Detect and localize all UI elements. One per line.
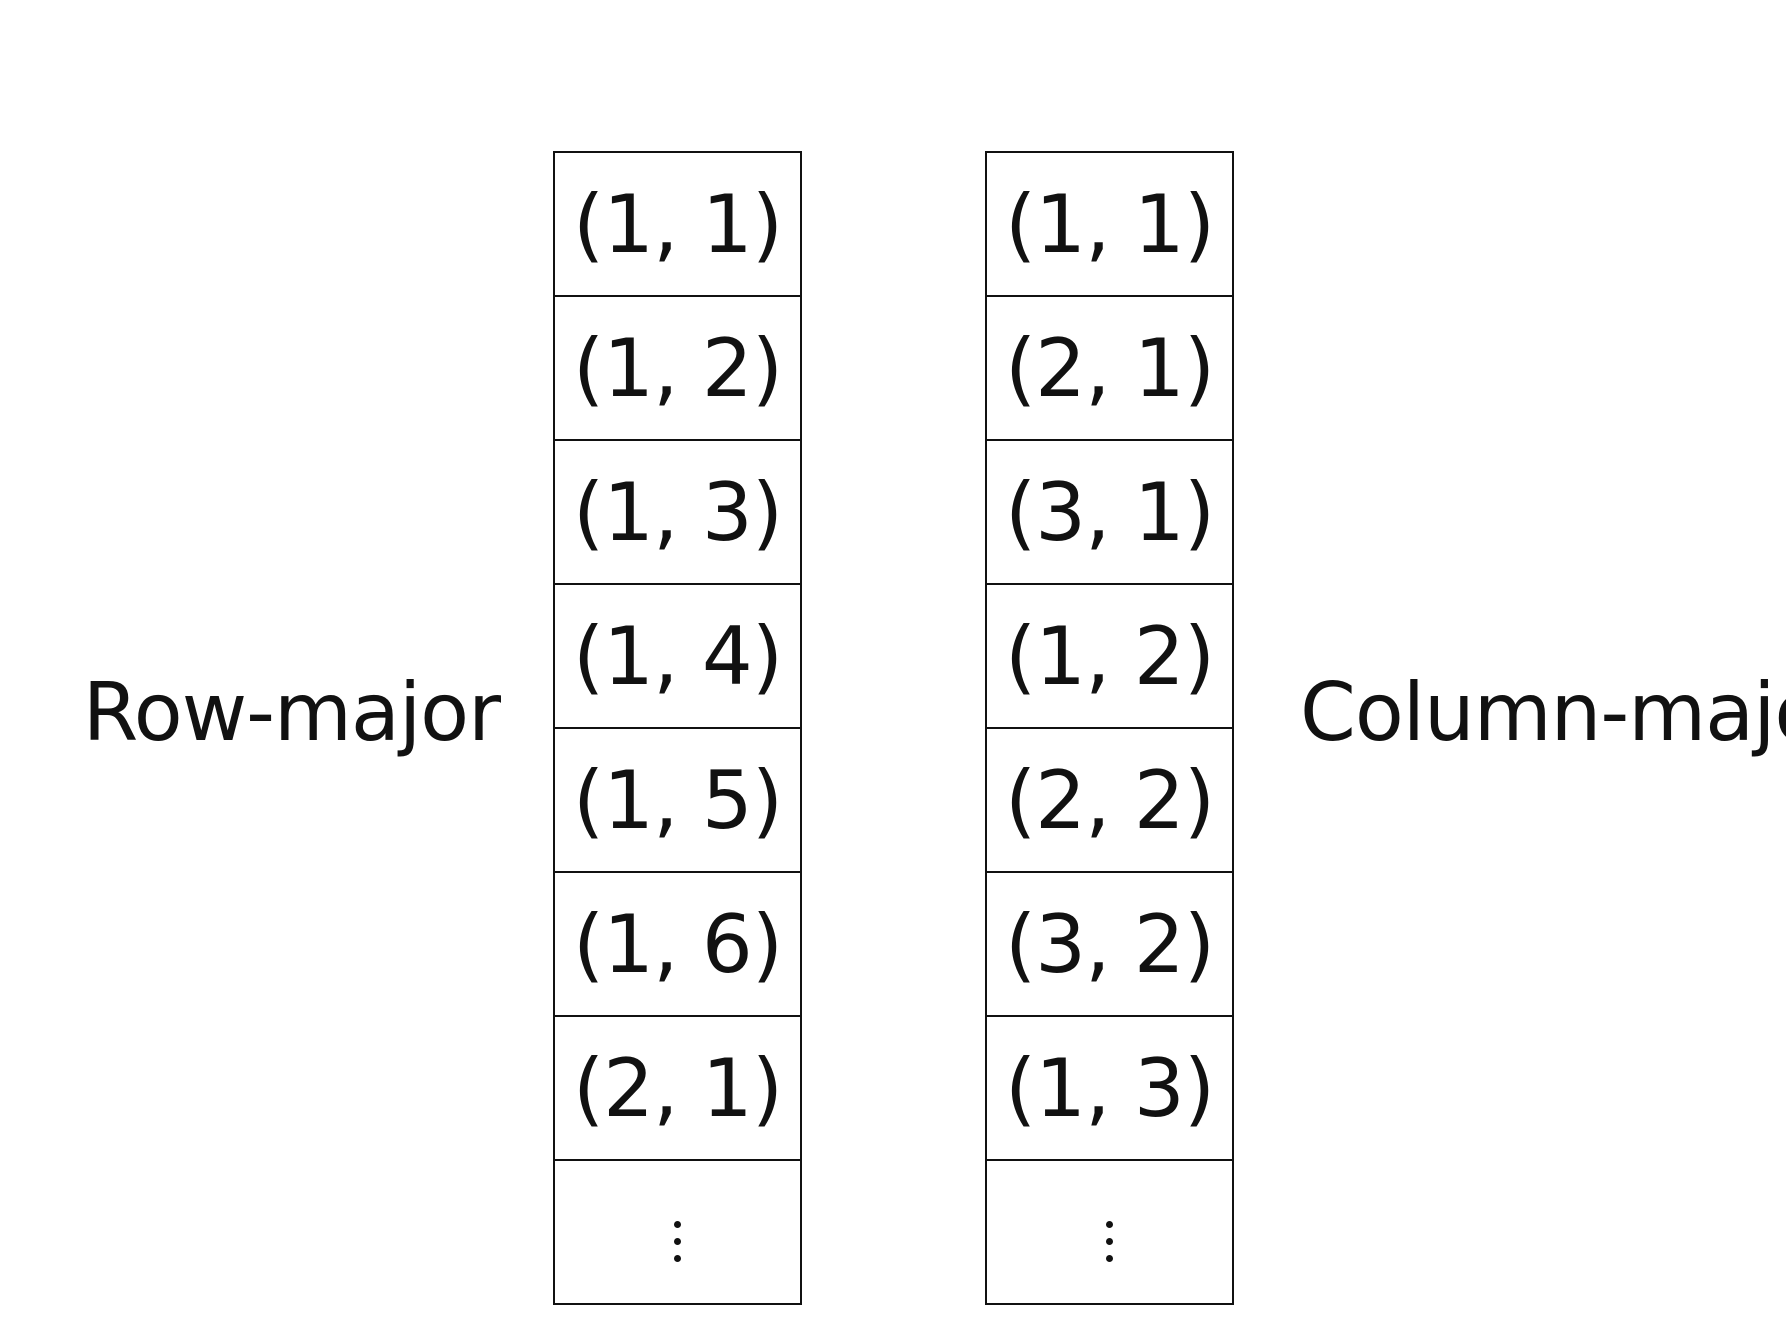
column-major-memory-column: (1, 1) (2, 1) (3, 1) (1, 2) (2, 2) (3, 2… [985,151,1234,1305]
memory-cell: (1, 6) [555,871,800,1015]
memory-cell: (2, 1) [555,1015,800,1159]
memory-cell: (1, 1) [1004,177,1215,271]
memory-cell: (3, 2) [987,871,1232,1015]
memory-cell: (2, 2) [987,727,1232,871]
memory-cell: (1, 3) [555,439,800,583]
ellipsis-cell [987,1159,1232,1303]
vertical-ellipsis-icon [674,1220,681,1262]
memory-cell: (2, 1) [987,295,1232,439]
vertical-ellipsis-icon [1106,1220,1113,1262]
memory-cell: (1, 2) [987,583,1232,727]
memory-cell: (1, 1) [572,177,783,271]
memory-cell: (1, 5) [555,727,800,871]
row-major-memory-column: (1, 1) (1, 2) (1, 3) (1, 4) (1, 5) (1, 6… [553,151,802,1305]
memory-cell: (3, 1) [987,439,1232,583]
memory-cell: (1, 2) [555,295,800,439]
ellipsis-cell [555,1159,800,1303]
memory-cell: (1, 3) [987,1015,1232,1159]
memory-cell: (1, 4) [555,583,800,727]
